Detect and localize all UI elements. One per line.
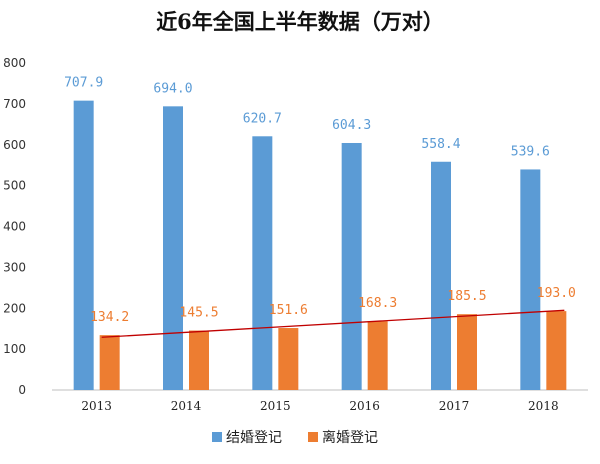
bar-divorce-2018 — [546, 311, 567, 390]
y-tick-label-0: 0 — [18, 383, 26, 397]
data-label-marriage-2014: 694.0 — [153, 81, 192, 96]
bar-divorce-2013 — [99, 335, 120, 390]
x-tick-label-2014: 2014 — [171, 399, 202, 413]
bar-marriage-2014 — [163, 106, 183, 390]
legend-label-divorce: 离婚登记 — [322, 429, 378, 446]
bar-divorce-2017 — [457, 314, 477, 390]
trendline — [101, 309, 565, 338]
data-label-marriage-2018: 539.6 — [511, 144, 550, 159]
data-label-divorce-2013: 134.2 — [90, 310, 129, 325]
x-axis: 2013 2014 2015 2016 2017 2018 — [52, 389, 588, 413]
data-label-divorce-2015: 151.6 — [269, 303, 308, 318]
y-tick-label-5: 500 — [3, 179, 26, 193]
x-tick-label-2016: 2016 — [349, 399, 380, 413]
data-label-divorce-2014: 145.5 — [179, 306, 218, 321]
bar-divorce-2014 — [189, 330, 209, 390]
y-tick-label-4: 400 — [3, 220, 26, 234]
legend-swatch-divorce — [308, 432, 318, 442]
y-tick-label-1: 100 — [3, 342, 26, 356]
bar-divorce-2015 — [278, 328, 299, 390]
bar-divorce-2016 — [367, 321, 388, 390]
x-tick-label-2013: 2013 — [81, 399, 112, 413]
data-label-divorce-2017: 185.5 — [447, 289, 486, 304]
x-tick-label-2017: 2017 — [439, 399, 470, 413]
data-label-marriage-2015: 620.7 — [243, 111, 282, 126]
y-tick-label-2: 200 — [3, 301, 26, 315]
data-label-marriage-2013: 707.9 — [64, 76, 103, 91]
data-labels: 707.9 134.2 694.0 145.5 620.7 151.6 604.3 168.3… — [64, 76, 576, 325]
bar-marriage-2016 — [341, 142, 362, 390]
data-label-divorce-2018: 193.0 — [537, 286, 576, 301]
bar-marriage-2017 — [431, 161, 451, 390]
bar-marriage-2018 — [520, 169, 541, 390]
chart-title: 近6年全国上半年数据（万对） — [156, 9, 444, 34]
legend-swatch-marriage — [212, 432, 222, 442]
y-tick-label-6: 600 — [3, 138, 26, 152]
x-tick-label-2018: 2018 — [528, 399, 559, 413]
y-tick-label-3: 300 — [3, 260, 26, 274]
y-tick-label-8: 800 — [3, 56, 26, 70]
y-tick-label-7: 700 — [3, 97, 26, 111]
data-label-marriage-2017: 558.4 — [421, 137, 460, 152]
bars — [73, 100, 567, 390]
legend: 结婚登记 离婚登记 — [212, 429, 378, 446]
data-label-marriage-2016: 604.3 — [332, 118, 371, 133]
trendline-group — [101, 309, 565, 338]
y-axis: 0 100 200 300 400 500 600 700 800 — [3, 56, 26, 397]
x-tick-label-2015: 2015 — [260, 399, 291, 413]
legend-label-marriage: 结婚登记 — [226, 430, 282, 446]
data-label-divorce-2016: 168.3 — [358, 296, 397, 311]
bar-marriage-2015 — [252, 136, 273, 390]
bar-marriage-2013 — [73, 100, 94, 390]
